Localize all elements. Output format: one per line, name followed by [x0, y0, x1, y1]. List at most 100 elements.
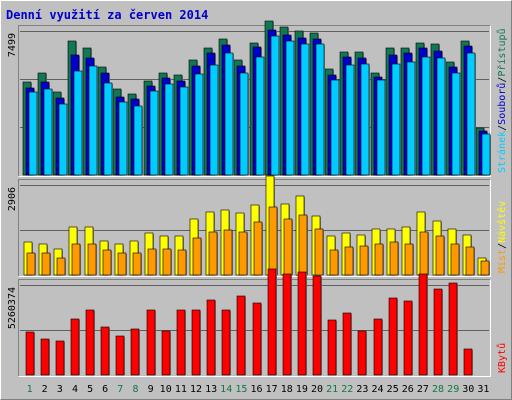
bar	[25, 331, 35, 376]
chart-title: Denní využití za červen 2014	[6, 8, 208, 22]
bar	[161, 330, 171, 376]
bar	[283, 218, 293, 276]
bar	[239, 72, 249, 176]
bar	[223, 229, 233, 276]
bar	[179, 86, 189, 176]
x-tick-label: 11	[175, 384, 187, 395]
bar	[209, 64, 219, 176]
bar	[102, 249, 112, 276]
panel-frame-dark	[18, 179, 491, 277]
x-tick-label: 8	[132, 384, 138, 395]
x-tick-label: 10	[160, 384, 172, 395]
x-tick-label: 29	[447, 384, 459, 395]
x-tick-label: 18	[281, 384, 293, 395]
bar	[58, 103, 68, 176]
bar	[194, 73, 204, 176]
bar	[88, 65, 98, 176]
x-tick-label: 23	[356, 384, 368, 395]
bar	[147, 248, 157, 276]
bar	[252, 302, 262, 376]
x-tick-label: 9	[148, 384, 154, 395]
bar	[357, 330, 367, 376]
x-tick-label: 2	[42, 384, 48, 395]
x-tick-label: 15	[235, 384, 247, 395]
y-max-label: 7499	[7, 33, 18, 57]
x-tick-label: 6	[102, 384, 108, 395]
bar	[327, 319, 337, 376]
bar	[267, 268, 277, 376]
legend: Stránek/Souborů/Přístupů	[496, 28, 508, 173]
bar	[389, 241, 399, 276]
bar	[406, 61, 416, 176]
x-tick-label: 20	[311, 384, 323, 395]
bar	[55, 340, 65, 376]
bar	[71, 243, 81, 276]
bar	[345, 64, 355, 176]
bar	[419, 231, 429, 276]
bar	[360, 63, 370, 176]
bar	[162, 248, 172, 276]
x-tick-label: 17	[266, 384, 278, 395]
bar	[359, 245, 369, 276]
bar	[376, 79, 386, 176]
x-tick-label: 12	[190, 384, 202, 395]
legend-item: Stránek	[496, 131, 508, 173]
bar	[177, 249, 187, 276]
bar	[133, 105, 143, 176]
bar	[70, 318, 80, 376]
bar	[282, 273, 292, 376]
x-tick-label: 25	[387, 384, 399, 395]
panel-3: 5260374 KBytů	[7, 268, 508, 377]
series-Stránek	[28, 35, 491, 176]
bar	[480, 260, 490, 276]
bar	[85, 309, 95, 376]
bar	[208, 231, 218, 276]
bar	[43, 88, 53, 176]
bar	[300, 43, 310, 176]
bar	[176, 309, 186, 376]
x-tick-label: 31	[477, 384, 489, 395]
bar	[130, 328, 140, 376]
bar	[448, 282, 458, 376]
bar	[374, 243, 384, 276]
bar	[87, 243, 97, 276]
panel-2: 2906 Míst/Návštěv	[7, 175, 508, 277]
legend-item: Návštěv	[496, 201, 508, 243]
x-tick-label: 27	[417, 384, 429, 395]
y-max-label: 5260374	[7, 287, 18, 329]
bar	[433, 288, 443, 376]
legend-item: /	[497, 77, 508, 83]
bar	[373, 318, 383, 376]
bar	[388, 297, 398, 376]
bar	[115, 335, 125, 376]
x-tick-label: 13	[205, 384, 217, 395]
bar	[466, 52, 476, 176]
legend-item: /	[497, 243, 508, 249]
legend-item: KBytů	[496, 343, 508, 373]
x-tick-label: 19	[296, 384, 308, 395]
bar	[191, 309, 201, 376]
bar	[481, 133, 491, 176]
bar	[463, 348, 473, 376]
x-axis-labels: 1 2 3 4 5 6 7 8 9 10 11 12 13 14 15 16 17 18 19 20 21 22 23 24 2…	[27, 384, 490, 395]
bar	[253, 221, 263, 276]
bar	[465, 246, 475, 276]
x-tick-label: 4	[72, 384, 78, 395]
legend-item: Přístupů	[496, 28, 508, 76]
panel-frame-light	[18, 179, 491, 277]
bar	[342, 312, 352, 376]
bar	[40, 338, 50, 376]
panel-frame-light	[18, 25, 491, 177]
bar	[344, 246, 354, 276]
bar	[436, 57, 446, 176]
bar	[270, 35, 280, 176]
bar	[41, 252, 51, 276]
legend: Míst/Návštěv	[496, 201, 508, 273]
bar	[192, 237, 202, 276]
bar	[255, 56, 265, 176]
bar	[100, 326, 110, 376]
bar	[450, 243, 460, 276]
panels-layer: 7499Stránek/Souborů/Přístupů2906Míst/Náv…	[7, 20, 508, 377]
